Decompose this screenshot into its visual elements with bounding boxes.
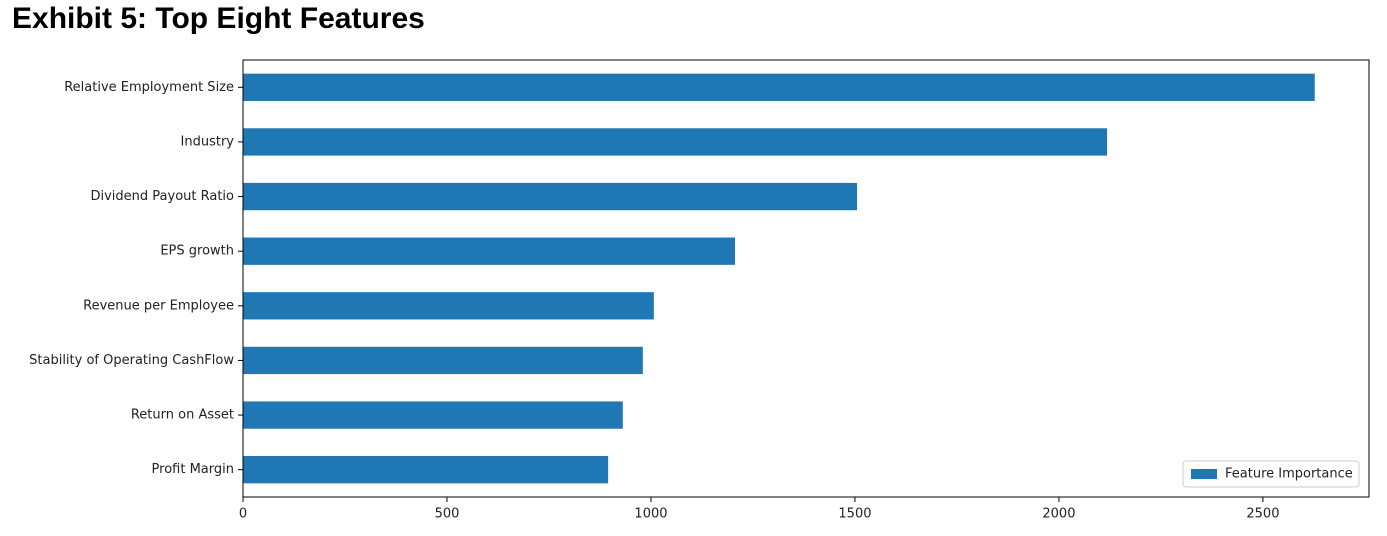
y-tick-label: Relative Employment Size xyxy=(64,80,234,95)
legend-box xyxy=(1182,460,1360,488)
chart-title: Exhibit 5: Top Eight Features xyxy=(12,2,425,35)
y-tick-label: Dividend Payout Ratio xyxy=(90,189,234,204)
x-tick-label: 500 xyxy=(435,507,460,522)
legend-label: Feature Importance xyxy=(1225,467,1353,482)
x-tick-label: 0 xyxy=(239,507,247,522)
bar xyxy=(243,292,654,320)
y-tick-label: Return on Asset xyxy=(131,408,234,423)
bar xyxy=(243,128,1108,156)
y-tick-label: Revenue per Employee xyxy=(83,298,234,313)
x-tick-label: 1500 xyxy=(838,507,871,522)
bar xyxy=(243,346,643,375)
bar xyxy=(243,401,623,429)
y-tick-label: Stability of Operating CashFlow xyxy=(29,353,234,368)
plot-frame xyxy=(242,59,1370,498)
x-tick-label: 1000 xyxy=(634,507,667,522)
y-tick-label: Profit Margin xyxy=(152,462,234,477)
x-tick-label: 2000 xyxy=(1042,507,1075,522)
bar xyxy=(243,182,857,211)
y-tick-label: EPS growth xyxy=(160,244,234,259)
x-tick-label: 2500 xyxy=(1246,507,1279,522)
bar xyxy=(243,73,1315,101)
legend-swatch xyxy=(1191,469,1217,479)
bar xyxy=(243,456,609,484)
bar xyxy=(243,237,736,265)
y-tick-label: Industry xyxy=(181,134,235,149)
